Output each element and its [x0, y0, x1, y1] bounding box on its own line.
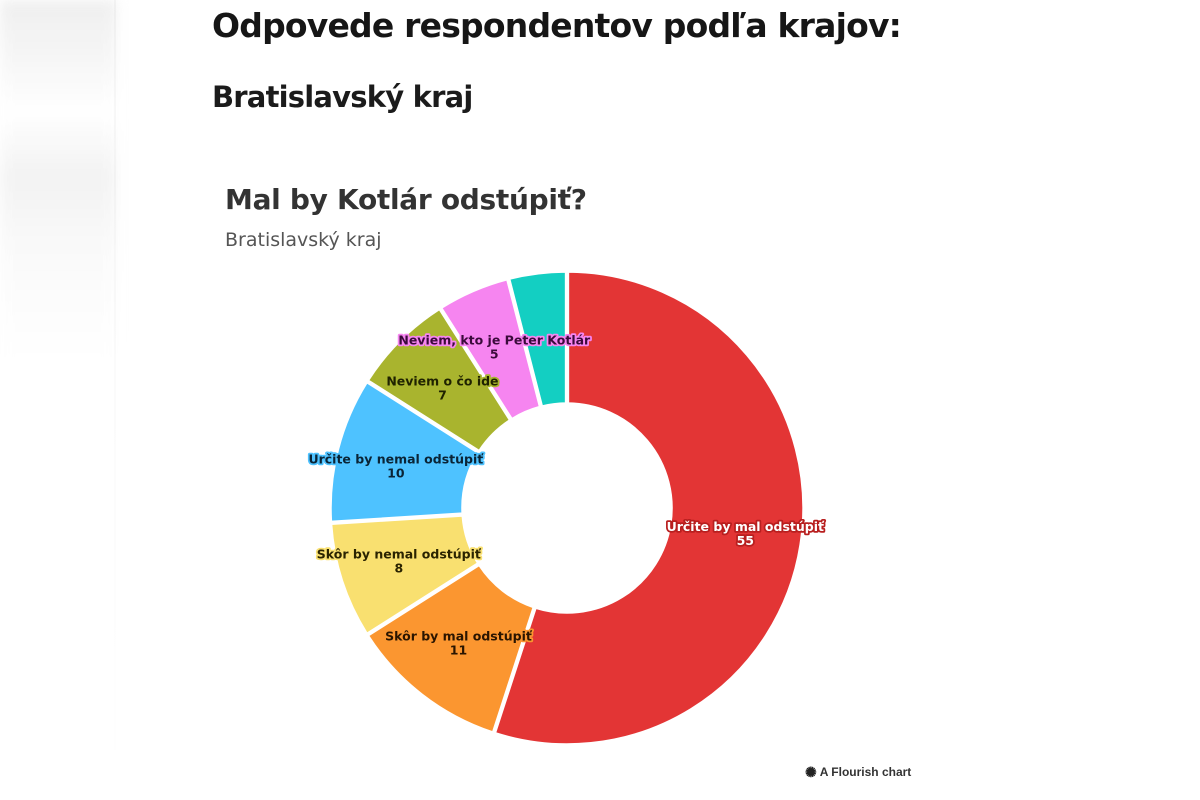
donut-segment[interactable]: [508, 271, 567, 407]
donut-segment[interactable]: [330, 515, 479, 635]
flourish-asterisk-icon: ✺: [805, 764, 817, 780]
segment-label-name: Neviem o čo ide: [386, 373, 498, 388]
credit-text: A Flourish chart: [819, 765, 912, 779]
donut-segment[interactable]: [330, 381, 479, 523]
flourish-credit-link[interactable]: ✺ A Flourish chart: [805, 765, 911, 779]
donut-segment[interactable]: [367, 564, 534, 733]
segment-label-value: 10: [387, 466, 405, 481]
region-heading: Bratislavský kraj: [212, 80, 473, 114]
segment-label-value: 11: [450, 643, 467, 658]
segment-label-value: 5: [490, 347, 499, 362]
segment-label-name: Neviem, kto je Peter Kotlár: [398, 333, 591, 348]
page-title: Odpovede respondentov podľa krajov:: [212, 6, 902, 45]
page-edge: [114, 0, 116, 800]
chart-subtitle: Bratislavský kraj: [225, 229, 382, 251]
segment-label-value: 8: [394, 561, 403, 576]
segment-label-name: Skôr by nemal odstúpiť: [317, 547, 482, 562]
segment-label-name: Skôr by mal odstúpiť: [385, 629, 533, 644]
donut-segment[interactable]: [440, 279, 541, 420]
chart-title: Mal by Kotlár odstúpiť?: [225, 183, 587, 216]
background-blur: [0, 0, 116, 800]
segment-label-name: Určite by mal odstúpiť: [667, 519, 825, 534]
donut-segment[interactable]: [494, 271, 804, 745]
donut-segment[interactable]: [367, 308, 511, 452]
segment-label-value: 55: [737, 533, 754, 548]
segment-label-value: 7: [438, 387, 447, 402]
segment-label-name: Určite by nemal odstúpiť: [308, 452, 484, 467]
